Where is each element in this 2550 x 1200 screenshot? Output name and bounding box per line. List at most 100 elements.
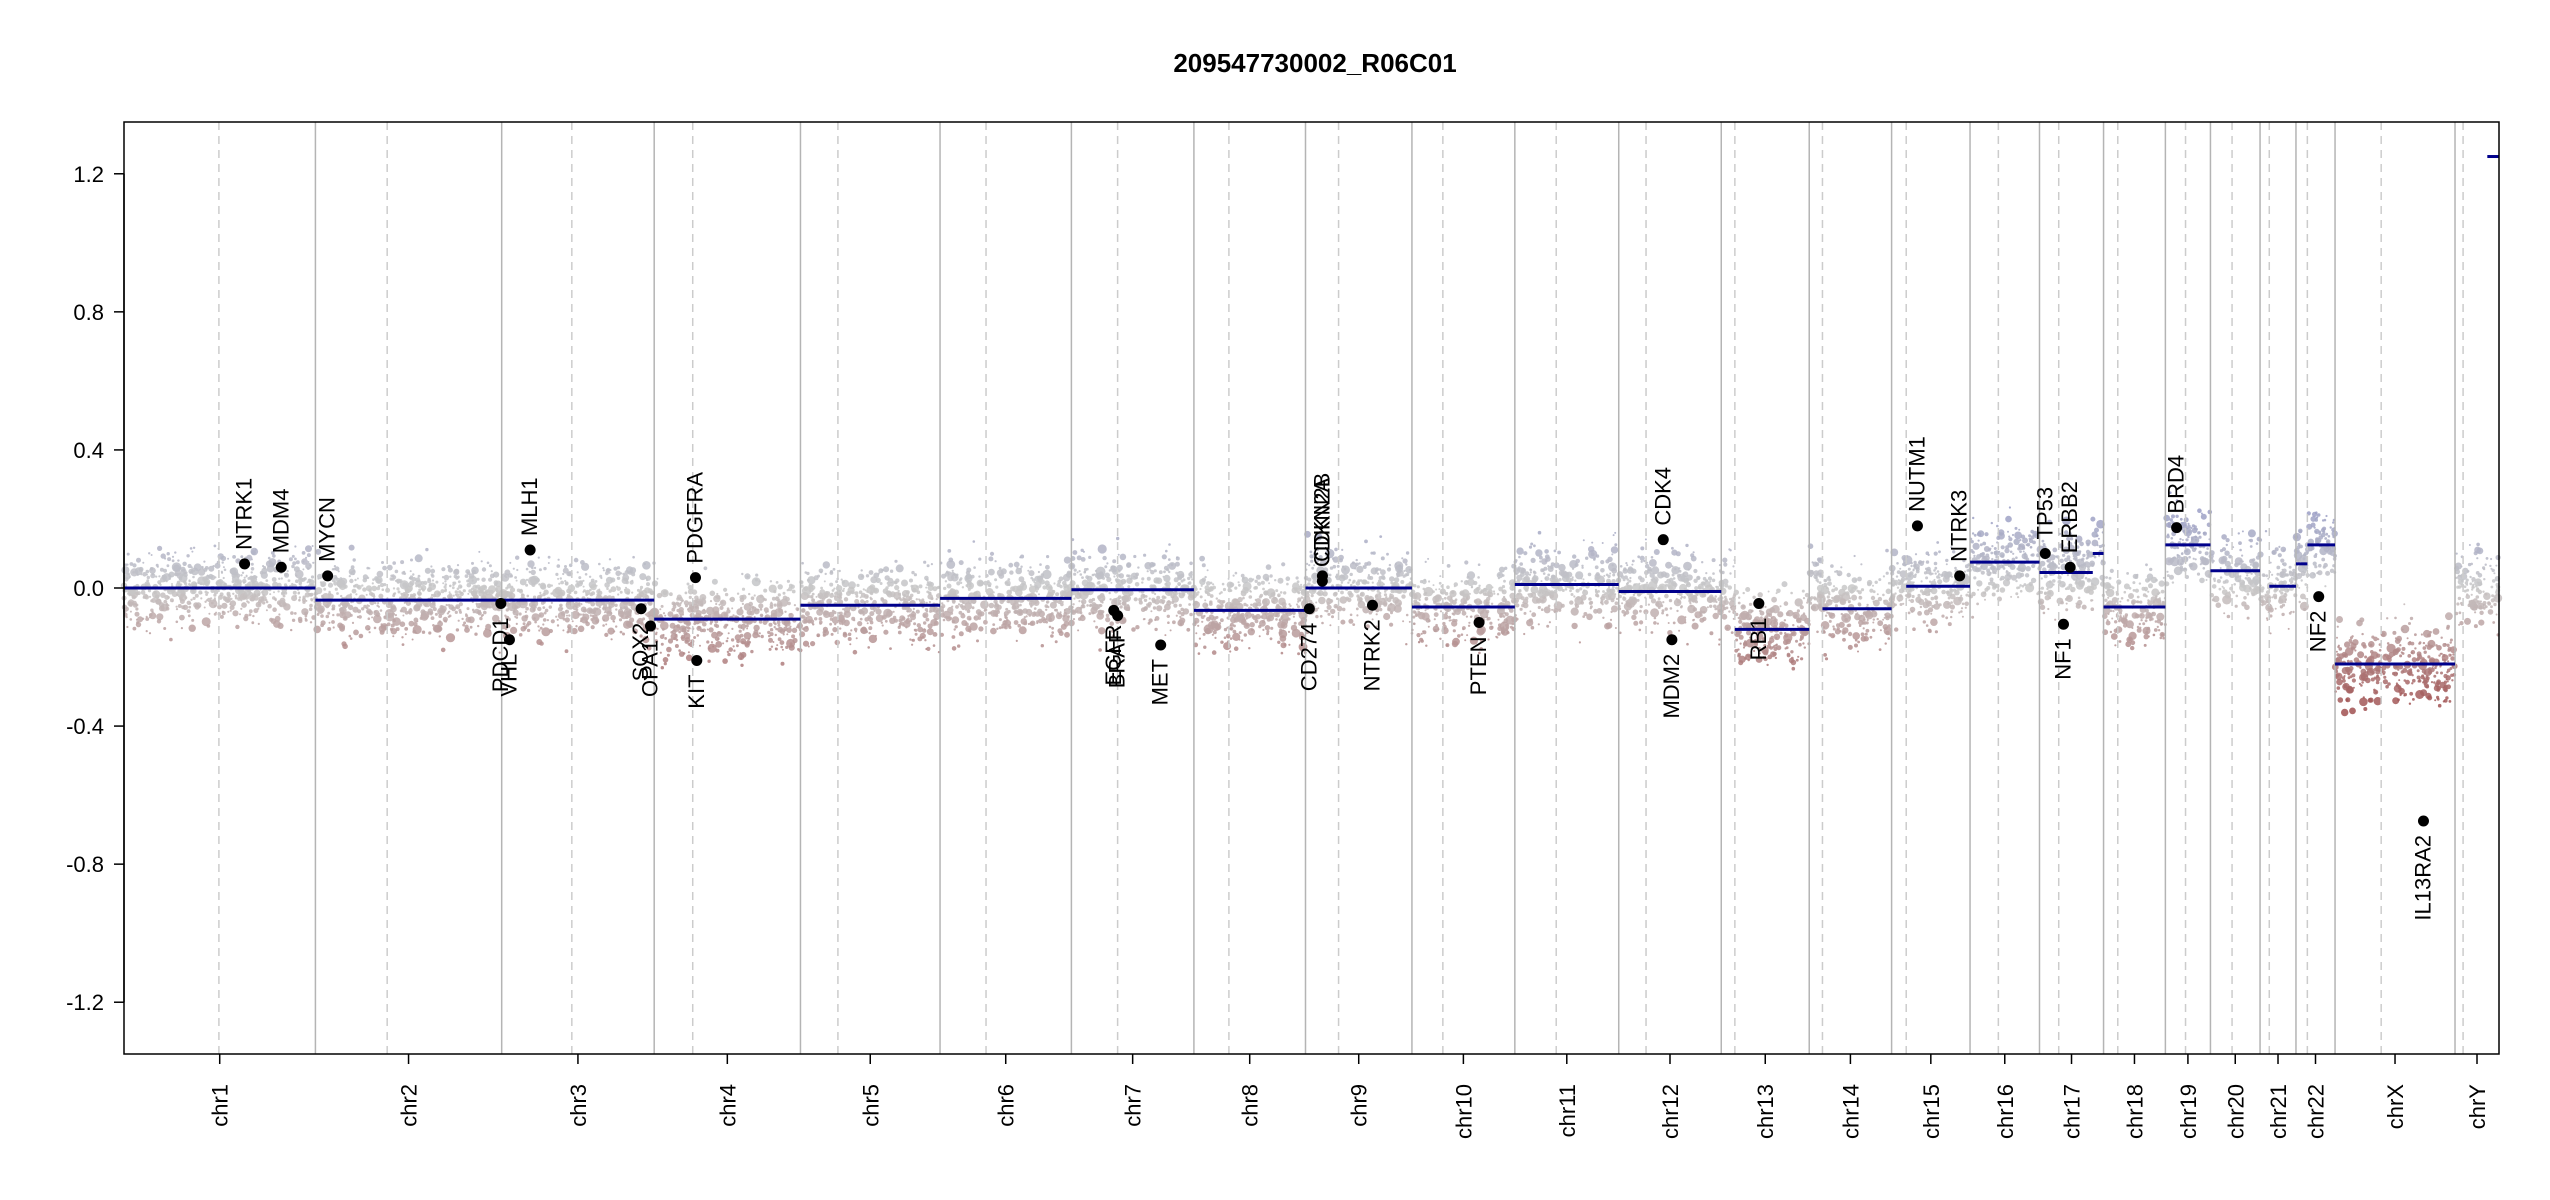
- probe-point: [618, 610, 625, 618]
- probe-point: [751, 577, 761, 587]
- probe-point: [235, 624, 240, 630]
- probe-point: [1355, 558, 1358, 562]
- probe-point: [1790, 656, 1794, 660]
- probe-point: [373, 626, 377, 630]
- probe-point: [459, 591, 464, 597]
- probe-point: [1609, 618, 1613, 622]
- probe-point: [868, 631, 871, 635]
- probe-point: [1095, 625, 1099, 629]
- probe-point: [169, 637, 173, 642]
- probe-point: [2327, 535, 2331, 538]
- probe-point: [307, 561, 310, 563]
- probe-point: [1315, 558, 1319, 563]
- probe-point: [1275, 589, 1279, 593]
- probe-point: [1446, 564, 1451, 568]
- probe-point: [809, 594, 814, 599]
- probe-point: [548, 605, 552, 609]
- probe-point: [1961, 602, 1965, 606]
- probe-point: [840, 578, 843, 581]
- probe-point: [1076, 571, 1079, 574]
- probe-point: [854, 591, 859, 596]
- probe-point: [1529, 568, 1533, 572]
- probe-point: [2435, 671, 2439, 675]
- probe-point: [2204, 551, 2209, 556]
- probe-point: [727, 652, 731, 657]
- probe-point: [2187, 530, 2191, 534]
- probe-point: [1288, 603, 1291, 606]
- probe-point: [1298, 633, 1306, 641]
- probe-point: [352, 558, 356, 562]
- probe-point: [533, 617, 536, 620]
- probe-point: [2106, 588, 2115, 598]
- probe-point: [875, 608, 882, 615]
- probe-point: [2019, 572, 2025, 578]
- probe-point: [1816, 594, 1826, 604]
- probe-point: [1449, 590, 1457, 598]
- probe-point: [193, 569, 196, 572]
- probe-point: [145, 630, 148, 633]
- probe-point: [1607, 586, 1611, 589]
- probe-point: [376, 570, 384, 578]
- probe-point: [1870, 595, 1876, 601]
- probe-point: [1840, 612, 1844, 616]
- probe-point: [1086, 567, 1089, 571]
- probe-point: [1151, 590, 1155, 594]
- probe-point: [1964, 601, 1969, 607]
- probe-point: [1551, 608, 1554, 611]
- probe-point: [2420, 689, 2428, 697]
- probe-point: [2475, 588, 2480, 593]
- probe-point: [687, 651, 690, 654]
- probe-point: [598, 588, 601, 591]
- probe-point: [1462, 628, 1465, 631]
- probe-point: [490, 570, 493, 573]
- probe-point: [2443, 673, 2448, 679]
- probe-point: [1091, 611, 1095, 615]
- probe-point: [775, 627, 778, 631]
- probe-point: [1702, 576, 1707, 581]
- probe-point: [2315, 511, 2318, 514]
- probe-point: [1416, 633, 1421, 638]
- probe-point: [1801, 589, 1805, 593]
- probe-point: [2180, 556, 2183, 559]
- probe-point: [1498, 573, 1501, 577]
- probe-point: [1300, 596, 1304, 599]
- probe-point: [1695, 593, 1699, 597]
- probe-point: [1714, 595, 1717, 598]
- probe-point: [1403, 569, 1406, 573]
- probe-point: [1950, 575, 1954, 578]
- probe-point: [2463, 589, 2467, 593]
- probe-point: [2096, 519, 2105, 529]
- probe-point: [1196, 593, 1199, 596]
- probe-point: [1371, 618, 1374, 621]
- probe-point: [127, 601, 133, 607]
- probe-point: [2471, 588, 2474, 591]
- probe-point: [927, 593, 933, 600]
- probe-point: [2403, 692, 2407, 697]
- probe-point: [132, 603, 138, 608]
- probe-point: [1784, 632, 1787, 635]
- probe-point: [1229, 603, 1233, 608]
- probe-point: [1823, 653, 1827, 657]
- probe-point: [2095, 534, 2099, 538]
- probe-point: [1166, 614, 1171, 618]
- probe-point: [947, 606, 954, 614]
- probe-point: [1982, 541, 1987, 546]
- probe-point: [772, 641, 775, 643]
- probe-point: [1424, 560, 1427, 564]
- probe-point: [2066, 536, 2071, 541]
- probe-point: [1051, 631, 1054, 634]
- probe-point: [777, 584, 783, 590]
- probe-point: [251, 621, 255, 625]
- probe-point: [339, 607, 344, 612]
- probe-point: [559, 577, 562, 580]
- probe-point: [427, 608, 433, 614]
- probe-point: [2260, 589, 2264, 593]
- probe-point: [530, 569, 536, 576]
- probe-point: [1028, 570, 1035, 577]
- probe-point: [2234, 604, 2238, 608]
- probe-point: [2206, 547, 2209, 550]
- probe-point: [2191, 527, 2198, 534]
- probe-point: [624, 588, 631, 595]
- probe-point: [881, 568, 884, 572]
- probe-point: [2156, 625, 2159, 629]
